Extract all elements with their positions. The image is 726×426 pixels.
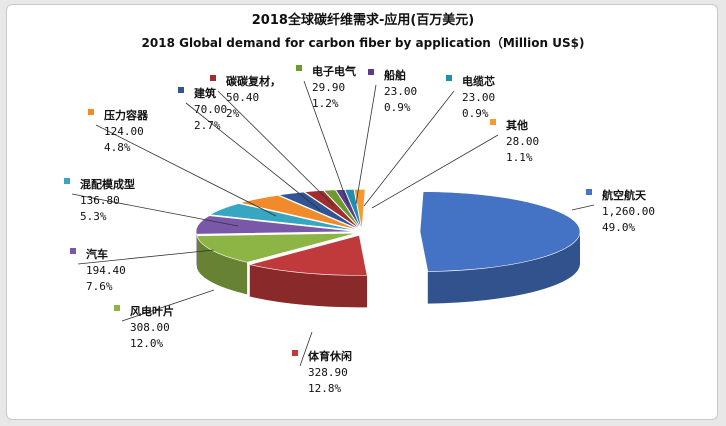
slice-pct-6: 2.7% bbox=[194, 119, 221, 132]
slice-name-2: 风电叶片 bbox=[130, 304, 174, 318]
legend-marker-1 bbox=[292, 350, 298, 356]
legend-marker-8 bbox=[296, 65, 302, 71]
leader-line-3 bbox=[77, 249, 215, 265]
chart-subtitle: 2018 Global demand for carbon fiber by a… bbox=[142, 35, 585, 50]
slice-pct-1: 12.8% bbox=[308, 382, 341, 395]
legend-marker-10 bbox=[446, 75, 452, 81]
legend-marker-5 bbox=[88, 109, 94, 115]
leader-line-8 bbox=[303, 80, 349, 205]
slice-name-11: 其他 bbox=[506, 118, 528, 132]
slice-10 bbox=[344, 189, 362, 230]
slice-pct-7: 2% bbox=[226, 107, 240, 120]
slice-value-7: 50.40 bbox=[226, 91, 259, 104]
legend-marker-4 bbox=[64, 178, 70, 184]
slice-4 bbox=[209, 203, 358, 231]
leader-line-7 bbox=[217, 90, 335, 207]
slice-value-3: 194.40 bbox=[86, 264, 126, 277]
slice-6 bbox=[277, 191, 360, 230]
slice-name-10: 电缆芯 bbox=[462, 74, 495, 88]
slice-value-9: 23.00 bbox=[384, 85, 417, 98]
leader-line-6 bbox=[185, 102, 321, 211]
legend-marker-3 bbox=[70, 248, 76, 254]
slice-name-6: 建筑 bbox=[194, 86, 216, 100]
leader-line-11 bbox=[371, 134, 499, 209]
legend-marker-0 bbox=[586, 189, 592, 195]
leader-lines bbox=[71, 80, 595, 367]
slice-value-4: 136.80 bbox=[80, 194, 120, 207]
leader-line-5 bbox=[95, 124, 277, 217]
slice-name-1: 体育休闲 bbox=[308, 349, 352, 363]
legend-marker-7 bbox=[210, 75, 216, 81]
slice-0 bbox=[419, 191, 581, 272]
slice-7 bbox=[303, 190, 361, 230]
slice-name-9: 船舶 bbox=[384, 68, 406, 82]
slice-5 bbox=[240, 195, 359, 231]
slice-pct-11: 1.1% bbox=[506, 151, 533, 164]
pie-slices bbox=[195, 189, 581, 276]
slice-value-11: 28.00 bbox=[506, 135, 539, 148]
slice-labels: 航空航天 1,260.00 49.0% 体育休闲 328.90 12.8% 风电叶片 308.… bbox=[64, 64, 655, 395]
slice-name-7: 碳碳复材， bbox=[226, 74, 281, 88]
slice-value-6: 70.00 bbox=[194, 103, 227, 116]
slice-side-0 bbox=[427, 231, 580, 304]
slice-pct-0: 49.0% bbox=[602, 221, 635, 234]
leader-line-9 bbox=[355, 84, 377, 205]
slice-value-1: 328.90 bbox=[308, 366, 348, 379]
leader-line-2 bbox=[121, 289, 215, 322]
slice-3 bbox=[195, 215, 357, 235]
chart-title: 2018全球碳纤维需求-应用(百万美元) bbox=[252, 12, 474, 28]
slice-name-0: 航空航天 bbox=[602, 188, 647, 202]
slice-pct-9: 0.9% bbox=[384, 101, 411, 114]
legend-marker-2 bbox=[114, 305, 120, 311]
slice-name-5: 压力容器 bbox=[104, 108, 149, 122]
slice-pct-10: 0.9% bbox=[462, 107, 489, 120]
slice-pct-8: 1.2% bbox=[312, 97, 339, 110]
slice-9 bbox=[335, 189, 362, 230]
legend-marker-6 bbox=[178, 87, 184, 93]
leader-line-10 bbox=[363, 90, 455, 207]
leader-line-4 bbox=[71, 193, 239, 227]
slice-1 bbox=[249, 235, 368, 276]
slice-name-8: 电子电气 bbox=[312, 64, 356, 78]
slice-pct-3: 7.6% bbox=[86, 280, 113, 293]
legend-marker-9 bbox=[368, 69, 374, 75]
slice-8 bbox=[323, 189, 362, 230]
slice-pct-5: 4.8% bbox=[104, 141, 131, 154]
slice-value-2: 308.00 bbox=[130, 321, 170, 334]
slice-pct-2: 12.0% bbox=[130, 337, 163, 350]
slice-name-3: 汽车 bbox=[86, 247, 108, 261]
slice-value-8: 29.90 bbox=[312, 81, 345, 94]
leader-line-0 bbox=[571, 204, 595, 211]
slice-name-4: 混配模成型 bbox=[80, 177, 135, 191]
legend-marker-11 bbox=[490, 119, 496, 125]
slice-value-0: 1,260.00 bbox=[602, 205, 655, 218]
slice-pct-4: 5.3% bbox=[80, 210, 107, 223]
slice-value-10: 23.00 bbox=[462, 91, 495, 104]
leader-line-1 bbox=[299, 331, 313, 367]
slice-value-5: 124.00 bbox=[104, 125, 144, 138]
